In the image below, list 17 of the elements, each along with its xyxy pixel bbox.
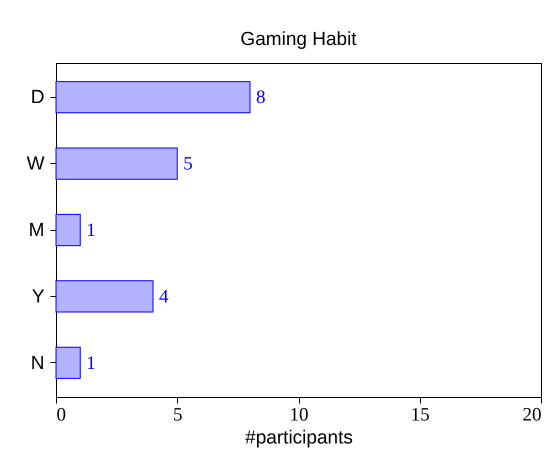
y-tick-label: D [30, 87, 44, 108]
y-tick-label: N [30, 352, 44, 374]
x-tick-label: 15 [410, 404, 430, 426]
data-label: 5 [183, 154, 193, 175]
x-tick-label: 5 [173, 404, 182, 426]
data-label: 1 [86, 352, 96, 374]
data-label: 4 [159, 286, 169, 308]
y-tick-label: M [28, 220, 44, 241]
data-label: 8 [256, 87, 266, 108]
x-tick-label: 0 [56, 404, 66, 426]
data-label: 1 [86, 220, 96, 241]
chart-title: Gaming Habit [240, 29, 358, 50]
y-tick-label: W [26, 154, 45, 175]
y-tick-label: Y [32, 286, 45, 308]
x-tick-label: 20 [522, 404, 542, 426]
x-axis-title: #participants [245, 428, 353, 448]
x-tick-label: 10 [290, 404, 308, 426]
